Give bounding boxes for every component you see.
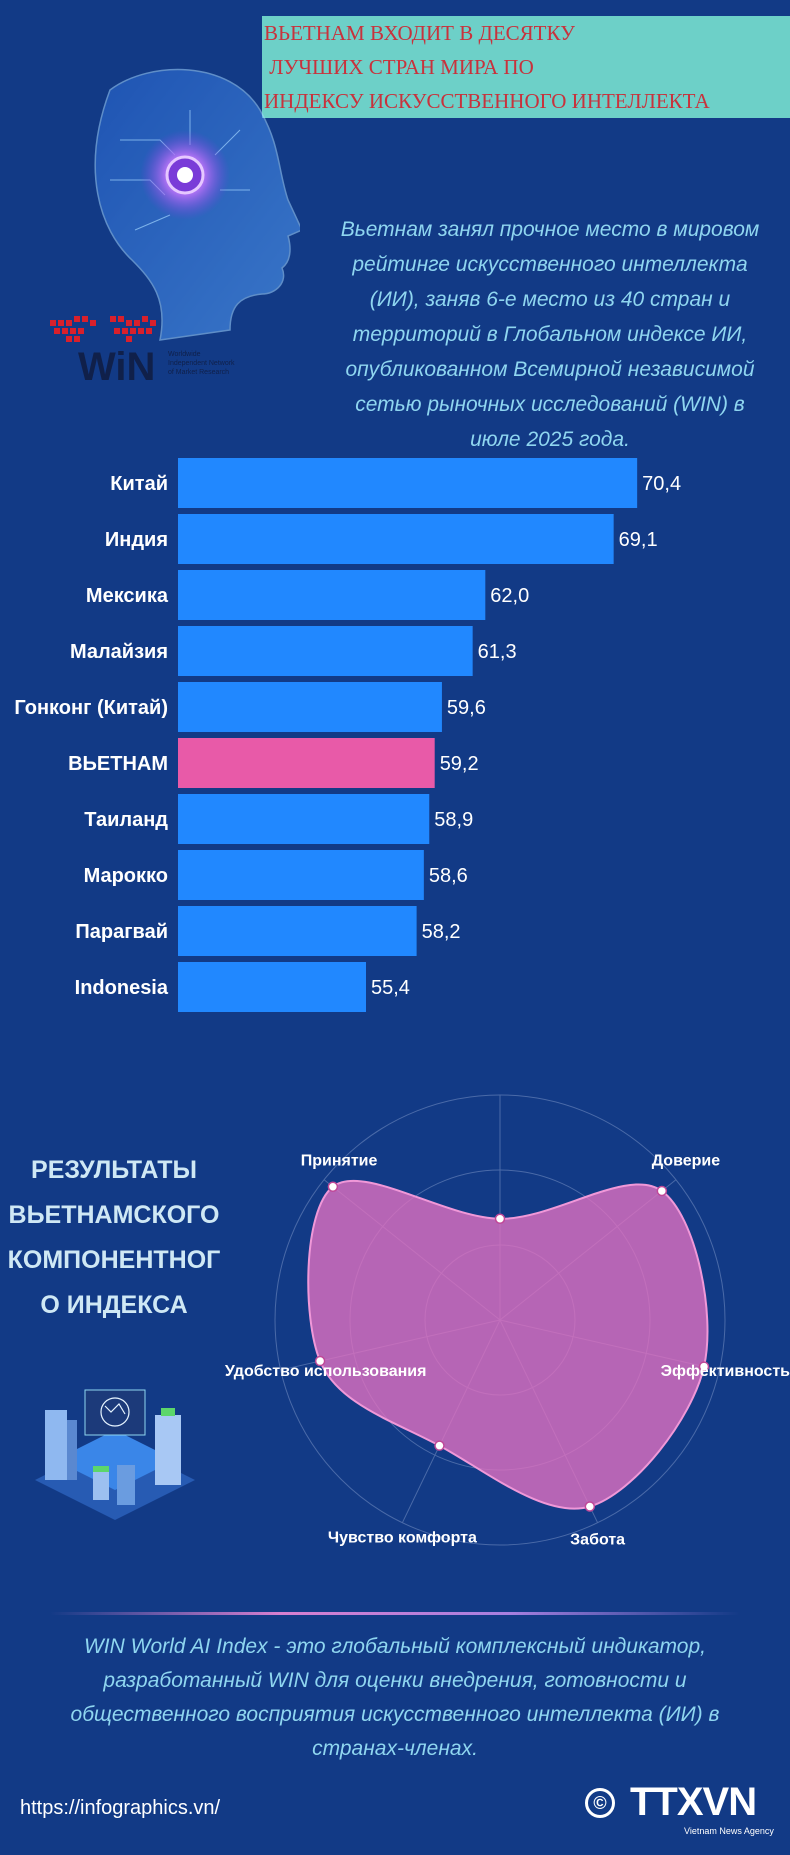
radar-point-0 (494, 1213, 506, 1224)
component-radar-chart: ИспользованиеДовериеЭффективностьЗаботаЧ… (225, 1094, 790, 1549)
bar-8 (178, 906, 417, 956)
radar-point-1 (656, 1185, 668, 1197)
radar-area (307, 1179, 709, 1510)
footer-description: WIN World AI Index - это глобальный комп… (70, 1635, 720, 1760)
bar-value-label: 59,6 (447, 697, 486, 719)
bar-0 (178, 458, 638, 508)
title-line-2: ЛУЧШИХ СТРАН МИРА ПО (264, 55, 534, 79)
logo-tagline-1: Worldwide (168, 351, 201, 358)
radar-axis-label: Забота (570, 1532, 625, 1549)
bar-category-label: Китай (110, 473, 168, 495)
section-title-line-4: О ИНДЕКСА (40, 1291, 188, 1319)
source-url[interactable]: https://infographics.vn/ (20, 1797, 221, 1819)
bar-category-label: Гонконг (Китай) (14, 697, 168, 719)
radar-axis-label: Удобство использования (225, 1363, 427, 1380)
bar-value-label: 58,9 (434, 809, 473, 831)
bar-3 (178, 626, 473, 676)
bar-value-label: 58,2 (422, 921, 461, 943)
section-title: РЕЗУЛЬТАТЫ ВЬЕТНАМСКОГО КОМПОНЕНТНОГ О И… (6, 1148, 222, 1328)
radar-point-4 (434, 1440, 445, 1451)
radar-axis-label: Чувство комфорта (328, 1530, 477, 1547)
logo-tagline-3: of Market Research (168, 369, 229, 376)
bar-value-label: 61,3 (478, 641, 517, 663)
title-line-1: ВЬЕТНАМ ВХОДИТ В ДЕСЯТКУ (264, 21, 575, 45)
radar-axis-label: Принятие (301, 1153, 378, 1170)
bar-category-label: Индия (105, 529, 168, 551)
bar-2 (178, 570, 486, 620)
logo-mark: WiN (78, 345, 155, 389)
smart-city-illustration (35, 1389, 195, 1520)
radar-point-3 (584, 1501, 596, 1512)
bar-7 (178, 850, 424, 900)
title-line-3: ИНДЕКСУ ИСКУССТВЕННОГО ИНТЕЛЛЕКТА (264, 89, 710, 113)
bar-value-label: 59,2 (440, 753, 479, 775)
agency-logo: TTXVN (630, 1780, 757, 1824)
bar-value-label: 62,0 (490, 585, 529, 607)
bar-category-label: Марокко (84, 865, 168, 887)
bar-value-label: 58,6 (429, 865, 468, 887)
bar-category-label: Indonesia (75, 977, 169, 999)
bar-value-label: 70,4 (642, 473, 681, 495)
logo-tagline-2: Independent Network (168, 360, 235, 367)
bar-6 (178, 794, 430, 844)
bar-category-label: Малайзия (70, 641, 168, 663)
radar-point-5 (314, 1355, 326, 1367)
bar-category-label: Мексика (86, 585, 169, 607)
title-banner: ВЬЕТНАМ ВХОДИТ В ДЕСЯТКУ ЛУЧШИХ СТРАН МИ… (262, 16, 790, 118)
radar-axis-label: Эффективность (661, 1363, 790, 1380)
bar-category-label: Таиланд (84, 809, 168, 831)
bar-5 (178, 738, 435, 788)
bar-4 (178, 682, 442, 732)
separator-line (50, 1612, 740, 1615)
radar-axis-label: Доверие (652, 1153, 721, 1170)
section-title-line-3: КОМПОНЕНТНОГ (7, 1246, 221, 1274)
intro-text: Вьетнам занял прочное место в мировом ре… (340, 218, 760, 451)
copyright-icon: © (585, 1788, 615, 1818)
bar-category-label: Парагвай (75, 921, 168, 943)
bar-category-label: ВЬЕТНАМ (68, 753, 168, 775)
bar-1 (178, 514, 614, 564)
section-title-line-2: ВЬЕТНАМСКОГО (8, 1201, 220, 1229)
agency-subtitle: Vietnam News Agency (684, 1826, 774, 1836)
radar-point-6 (327, 1181, 339, 1192)
radar-point-2 (698, 1361, 710, 1372)
bar-value-label: 69,1 (619, 529, 658, 551)
ranking-bar-chart: Китай 70,4 Индия 69,1 Мексика 62,0 Малайзия 61,… (14, 458, 681, 1012)
bar-9 (178, 962, 366, 1012)
bar-value-label: 55,4 (371, 977, 410, 999)
section-title-line-1: РЕЗУЛЬТАТЫ (31, 1156, 197, 1184)
ai-head-illustration: WiN Worldwide Independent Network of Mar… (50, 68, 300, 389)
